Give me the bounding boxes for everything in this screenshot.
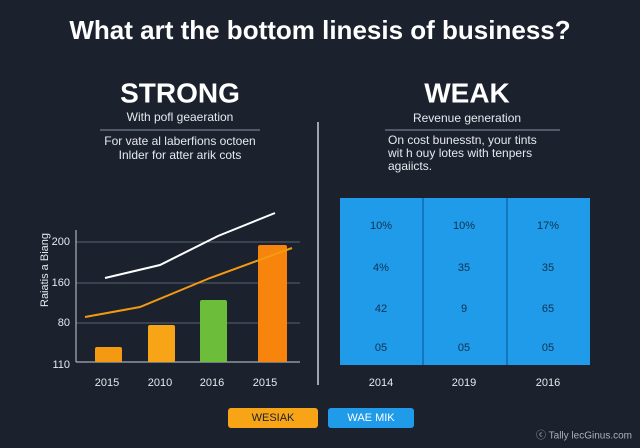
table-cell: 10% [453,220,475,232]
y-axis-label: Raiatis a Biang [39,233,51,307]
weak-heading: WEAK [424,77,510,108]
weak-subheading: Revenue generation [413,111,521,125]
table-cell: 65 [542,303,554,315]
y-tick-label: 110 [52,359,70,371]
x-label: 2016 [200,377,224,389]
table: 10% 10% 17% 4% 35 35 42 9 65 05 05 05 [370,220,559,354]
trend-line [104,212,276,279]
footer: ⓒ Tally lecGinus.com [536,430,632,442]
strong-heading: STRONG [120,77,240,108]
table-cell: 4% [373,262,389,274]
legend-label: WESIAK [252,412,295,424]
bar [200,300,227,362]
weak-description: wit h ouy lotes with tenpers [387,146,532,160]
table-cell: 05 [458,342,470,354]
bar [148,325,175,362]
legend-swatch [328,408,414,428]
y-tick-label: 80 [58,317,70,329]
trend-line [84,247,293,318]
table-cell: 35 [542,262,554,274]
table-cell: 17% [537,220,559,232]
x-label: 2019 [452,377,476,389]
y-tick-label: 200 [52,236,70,248]
x-label: 2010 [148,377,172,389]
y-tick-label: 160 [52,277,70,289]
weak-description: agaiicts. [388,159,432,173]
table-cell: 42 [375,303,387,315]
title: What art the bottom linesis of business? [69,15,570,45]
legend-label: WAE MIK [347,412,395,424]
bar [258,245,287,362]
strong-description: For vate al laberfions octoen [104,134,255,148]
weak-description: On cost bunesstn, your tints [388,133,537,147]
table-bg [340,198,590,365]
x-label: 2014 [369,377,393,389]
x-label: 2016 [536,377,560,389]
table-cell: 35 [458,262,470,274]
strong-subheading: With pofl geaeration [127,110,234,124]
x-label: 2015 [253,377,277,389]
table-cell: 05 [375,342,387,354]
table-cell: 9 [461,303,467,315]
bar [95,347,122,362]
table-cell: 10% [370,220,392,232]
x-label: 2015 [95,377,119,389]
legend-swatch [228,408,318,428]
table-cell: 05 [542,342,554,354]
strong-description: Inlder for atter arik cots [119,148,242,162]
